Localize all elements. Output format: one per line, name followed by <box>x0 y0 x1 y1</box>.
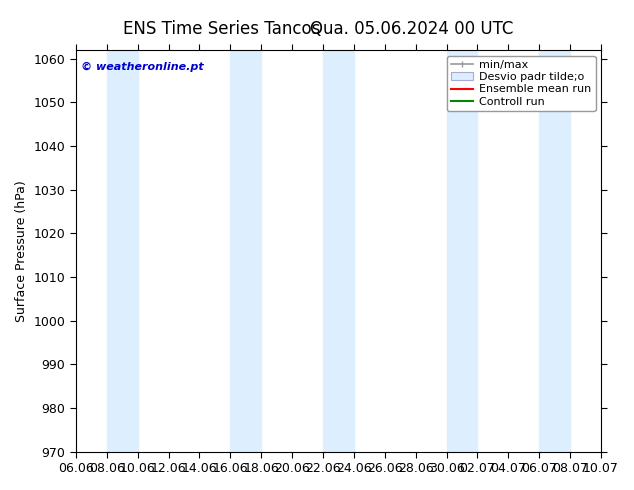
Text: ENS Time Series Tancos: ENS Time Series Tancos <box>123 20 321 38</box>
Bar <box>230 50 261 452</box>
Text: © weatheronline.pt: © weatheronline.pt <box>81 62 204 72</box>
Bar <box>446 50 477 452</box>
Bar <box>323 50 354 452</box>
Bar <box>540 50 570 452</box>
Bar <box>107 50 138 452</box>
Legend: min/max, Desvio padr tilde;o, Ensemble mean run, Controll run: min/max, Desvio padr tilde;o, Ensemble m… <box>446 55 595 111</box>
Y-axis label: Surface Pressure (hPa): Surface Pressure (hPa) <box>15 180 28 321</box>
Text: Qua. 05.06.2024 00 UTC: Qua. 05.06.2024 00 UTC <box>311 20 514 38</box>
